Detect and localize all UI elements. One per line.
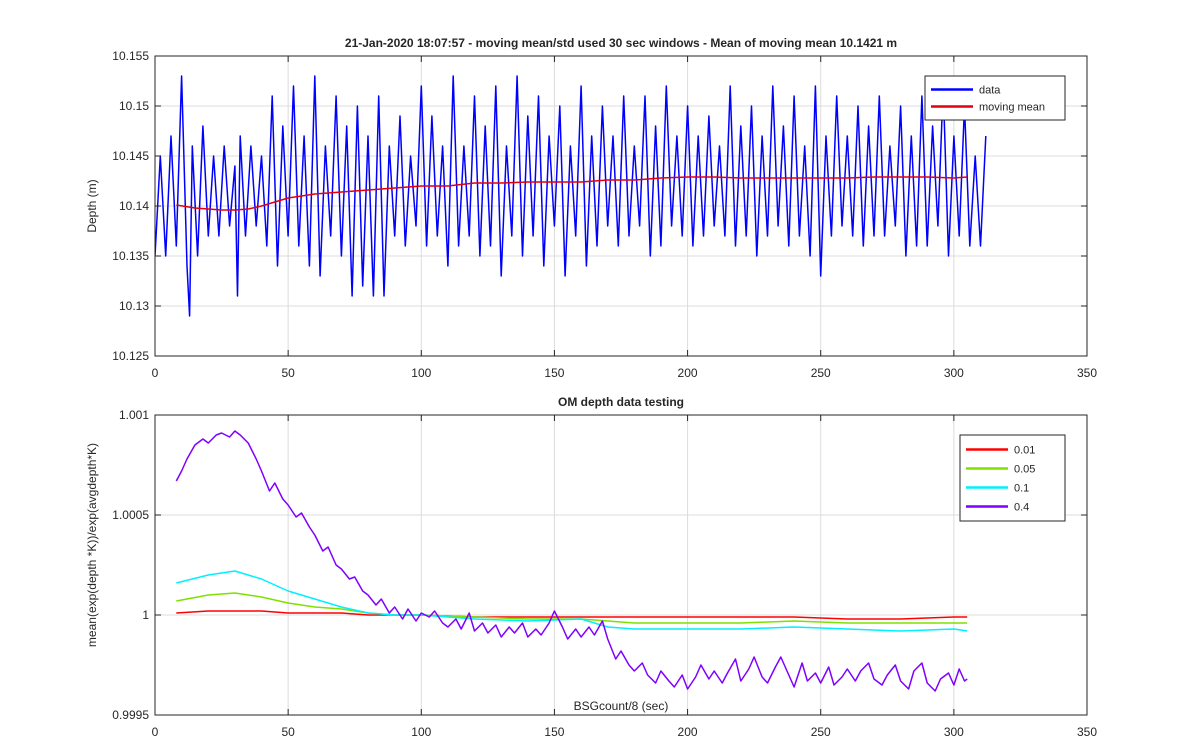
x-tick-label: 200 xyxy=(678,725,698,739)
x-tick-label: 200 xyxy=(678,366,698,380)
series-group xyxy=(155,75,987,317)
legend: data moving mean xyxy=(924,75,1066,121)
x-tick-label: 250 xyxy=(811,366,831,380)
x-tick-label: 300 xyxy=(944,725,964,739)
y-tick-label: 10.145 xyxy=(112,149,149,163)
x-tick-label: 300 xyxy=(944,366,964,380)
y-tick-label: 1.001 xyxy=(119,408,149,422)
legend: 0.01 0.05 0.1 0.4 xyxy=(959,434,1066,522)
y-tick-label: 10.13 xyxy=(119,299,149,313)
om-test-chart: 0 50 100 150 200 250 300 3500.999511.00051.0010… xyxy=(85,395,1097,739)
legend-label-0-05: 0.05 xyxy=(1014,464,1035,476)
axes-box xyxy=(154,414,1088,716)
y-tick-label: 10.14 xyxy=(119,199,149,213)
legend-label-data: data xyxy=(979,85,1001,97)
series-line-0-1 xyxy=(176,570,968,632)
depth-chart-ylabel: Depth (m) xyxy=(85,179,99,232)
x-tick-label: 150 xyxy=(544,725,564,739)
series-line-data xyxy=(155,75,987,317)
y-tick-label: 1 xyxy=(142,608,149,622)
x-tick-label: 100 xyxy=(411,725,431,739)
om-test-chart-title: OM depth data testing xyxy=(558,395,684,409)
series-line-0-4 xyxy=(175,430,968,692)
y-tick-label: 10.15 xyxy=(119,99,149,113)
grid-lines xyxy=(155,415,1087,715)
series-line-0-05 xyxy=(176,592,968,624)
series-group xyxy=(175,430,968,692)
y-tick-label: 10.125 xyxy=(112,349,149,363)
x-tick-label: 100 xyxy=(411,366,431,380)
x-tick-label: 50 xyxy=(281,366,295,380)
legend-label-0-4: 0.4 xyxy=(1014,502,1029,514)
x-tick-label: 0 xyxy=(152,725,159,739)
depth-chart: 0 50 100 150 200 250 300 350 10.125 10.13 10.135 10… xyxy=(85,36,1097,380)
x-tick-label: 50 xyxy=(281,725,295,739)
om-test-chart-ylabel: mean(exp(depth *K))/exp(avgdepth*K) xyxy=(85,443,99,647)
depth-chart-title: 21-Jan-2020 18:07:57 - moving mean/std u… xyxy=(345,36,897,50)
y-tick-label: 0.9995 xyxy=(112,708,149,722)
x-tick-label: 350 xyxy=(1077,366,1097,380)
legend-label-moving-mean: moving mean xyxy=(979,102,1045,114)
y-tick-label: 1.0005 xyxy=(112,508,149,522)
legend-box xyxy=(924,75,1066,121)
y-tick-label: 10.135 xyxy=(112,249,149,263)
om-test-chart-xlabel: BSGcount/8 (sec) xyxy=(574,699,669,713)
x-tick-label: 350 xyxy=(1077,725,1097,739)
legend-label-0-1: 0.1 xyxy=(1014,483,1029,495)
x-tick-label: 250 xyxy=(811,725,831,739)
x-tick-label: 150 xyxy=(544,366,564,380)
x-tick-label: 0 xyxy=(152,366,159,380)
series-line-moving-mean xyxy=(176,176,968,211)
legend-box xyxy=(959,434,1066,522)
legend-label-0-01: 0.01 xyxy=(1014,445,1035,457)
axes: 0 50 100 150 200 250 300 350 0.9995 1 1.0005 1.001 xyxy=(112,408,1097,739)
axes: 0 50 100 150 200 250 300 350 10.125 10.13 10.135 10… xyxy=(112,49,1097,380)
y-tick-label: 10.155 xyxy=(112,49,149,63)
